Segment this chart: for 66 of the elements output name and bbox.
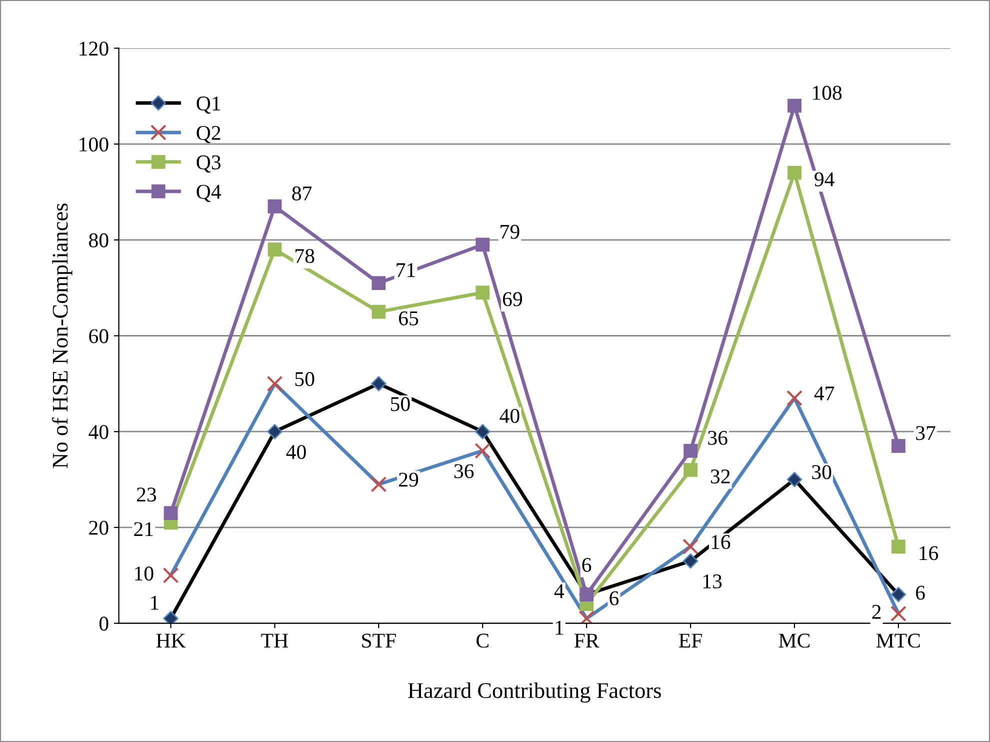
x-tick-label: MC: [778, 634, 810, 648]
data-label: 65: [399, 311, 418, 326]
y-axis-title: No of HSE Non-Compliances: [52, 204, 72, 468]
data-label: 1: [151, 596, 158, 610]
data-label: 71: [396, 263, 415, 277]
data-label: 23: [136, 488, 156, 502]
data-label: 79: [500, 224, 520, 239]
data-label: 40: [286, 444, 306, 460]
point: [891, 439, 906, 453]
y-tick-label: 40: [88, 424, 108, 440]
data-label: 47: [814, 386, 834, 400]
x-tick-label: MTC: [876, 634, 920, 648]
legend-label: Q4: [196, 184, 222, 202]
data-label: 13: [703, 574, 722, 588]
y-tick-label: 120: [80, 42, 108, 56]
data-label: 108: [812, 86, 842, 100]
data-label: 78: [296, 248, 314, 264]
point: [788, 98, 802, 113]
data-label: 40: [500, 408, 520, 423]
y-tick-label: 0: [99, 616, 108, 631]
data-label: 4: [554, 584, 564, 598]
data-label: 29: [399, 472, 418, 487]
data-label: 69: [502, 292, 522, 306]
point: [164, 506, 178, 520]
x-axis-title: Hazard Contributing Factors: [408, 682, 661, 703]
legend-label: Q3: [196, 155, 221, 173]
x-tick-label: FR: [574, 634, 600, 648]
data-label: 6: [582, 558, 592, 572]
x-tick-label: STF: [362, 634, 396, 648]
point: [372, 276, 386, 290]
data-label: 37: [916, 426, 936, 440]
data-label: 6: [916, 586, 925, 600]
y-tick-label: 80: [89, 233, 108, 248]
data-label: 16: [712, 535, 730, 550]
point: [268, 242, 282, 256]
data-label: 6: [610, 591, 619, 606]
legend-label: Q2: [196, 126, 220, 144]
y-tick-label: 100: [80, 137, 108, 152]
data-label: 2: [872, 604, 881, 619]
point: [372, 304, 386, 319]
data-label: 1: [556, 620, 564, 635]
data-label: 50: [295, 372, 314, 386]
data-label: 30: [812, 465, 832, 480]
data-label: 87: [292, 186, 312, 200]
data-label: 36: [454, 464, 474, 478]
x-tick-label: EF: [678, 634, 702, 648]
data-label: 94: [814, 172, 834, 186]
data-label: 21: [134, 522, 153, 536]
data-label: 32: [710, 469, 730, 484]
point: [788, 166, 802, 180]
data-label: 16: [920, 546, 938, 560]
y-tick-label: 60: [89, 329, 108, 344]
x-tick-label: HK: [156, 634, 186, 648]
point: [476, 238, 490, 252]
x-tick-label: TH: [261, 634, 288, 648]
data-label: 10: [135, 566, 154, 581]
point: [891, 540, 906, 554]
x-tick-label: C: [476, 634, 488, 648]
point: [268, 199, 282, 214]
point: [476, 286, 490, 300]
data-label: 50: [390, 397, 410, 412]
point: [684, 444, 698, 458]
data-label: 36: [708, 430, 728, 445]
point: [684, 462, 698, 477]
y-tick-label: 20: [89, 520, 108, 535]
legend-label: Q1: [196, 96, 220, 114]
